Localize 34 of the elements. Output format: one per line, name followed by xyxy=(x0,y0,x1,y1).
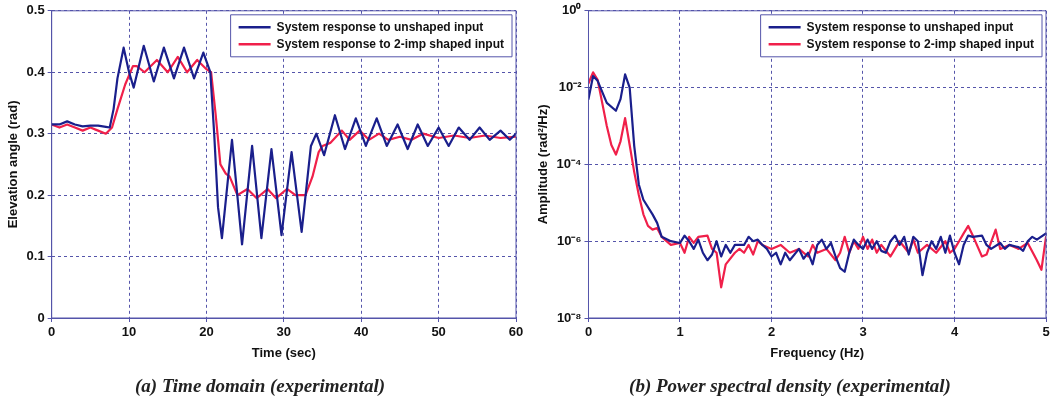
x-axis-title: Frequency (Hz) xyxy=(770,344,865,360)
x-axis-title: Time (sec) xyxy=(251,344,316,360)
y-tick-label: 0 xyxy=(37,309,45,325)
y-tick-label: 0.5 xyxy=(26,2,45,18)
legend-label: System response to unshaped input xyxy=(806,19,1014,34)
y-tick-label: 0.1 xyxy=(26,248,45,264)
legend-label: System response to 2-imp shaped input xyxy=(806,36,1035,51)
x-tick-label: 0 xyxy=(584,324,593,340)
x-tick-label: 0 xyxy=(48,324,56,340)
y-tick-label: 10⁰ xyxy=(562,2,582,18)
x-tick-label: 50 xyxy=(431,324,446,340)
x-tick-label: 10 xyxy=(121,324,137,340)
legend-label: System response to unshaped input xyxy=(276,19,484,34)
x-tick-label: 3 xyxy=(859,324,867,340)
x-tick-label: 5 xyxy=(1042,324,1050,340)
y-axis-title: Elevation angle (rad) xyxy=(5,100,21,229)
y-axis-title: Amplitude (rad²/Hz) xyxy=(535,104,551,225)
y-tick-label: 10⁻⁸ xyxy=(556,309,582,325)
y-tick-label: 10⁻² xyxy=(558,79,583,95)
x-tick-label: 2 xyxy=(767,324,776,340)
x-tick-label: 30 xyxy=(276,324,292,340)
text: (a) Time domain (experimental) xyxy=(135,374,385,397)
y-tick-label: 10⁻⁴ xyxy=(556,155,582,171)
y-tick-label: 10⁻⁶ xyxy=(557,232,582,248)
y-tick-label: 0.2 xyxy=(26,186,45,202)
legend-label: System response to 2-imp shaped input xyxy=(276,36,505,51)
x-tick-label: 20 xyxy=(199,324,214,340)
x-tick-label: 1 xyxy=(676,324,684,340)
y-tick-label: 0.3 xyxy=(26,125,45,141)
x-tick-label: 4 xyxy=(950,324,959,340)
y-tick-label: 0.4 xyxy=(26,63,46,79)
x-tick-label: 60 xyxy=(508,324,524,340)
text: (b) Power spectral density (experimental) xyxy=(629,374,951,397)
x-tick-label: 40 xyxy=(353,324,369,340)
